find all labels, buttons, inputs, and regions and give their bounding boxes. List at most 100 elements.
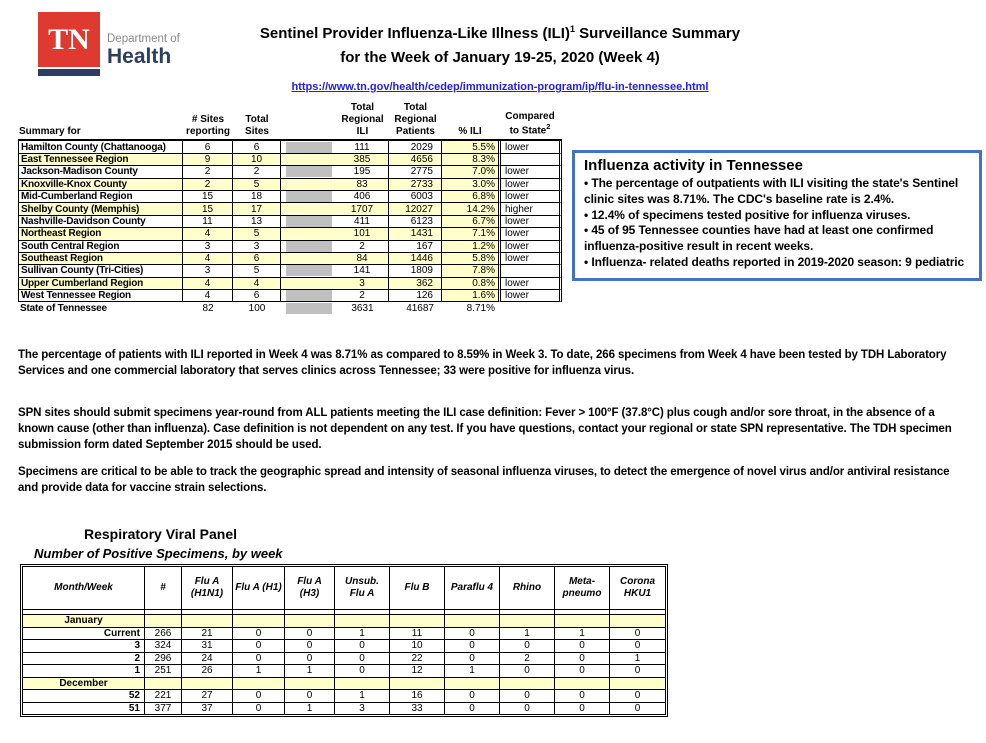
rvp-value-cell: 0 xyxy=(445,690,500,703)
rvp-value-cell: 0 xyxy=(500,690,555,703)
week-label-cell: 51 xyxy=(23,702,145,714)
rvp-row: December xyxy=(23,677,665,690)
total-sites-cell: 6 xyxy=(233,252,281,266)
redacted-cell xyxy=(281,178,336,191)
regional-patients-cell: 1431 xyxy=(389,228,442,241)
pct-ili-cell: 5.8% xyxy=(442,252,498,266)
rvp-value-cell: 22 xyxy=(390,652,445,665)
rvp-column-header: # xyxy=(145,567,182,610)
rvp-column-header: Flu B xyxy=(390,567,445,610)
rvp-spacer-row xyxy=(23,610,665,615)
regional-patients-cell: 41687 xyxy=(389,302,442,314)
regional-patients-cell: 2029 xyxy=(389,141,442,154)
rvp-value-cell: 11 xyxy=(390,627,445,640)
month-empty-cell xyxy=(610,615,665,628)
redacted-cell xyxy=(281,153,336,167)
rvp-value-cell: 296 xyxy=(145,652,182,665)
rvp-value-cell: 1 xyxy=(335,627,390,640)
rvp-value-cell: 0 xyxy=(233,702,285,714)
redacted-cell xyxy=(281,265,336,278)
pct-ili-cell: 7.0% xyxy=(442,166,498,179)
compared-to-state-cell: lower xyxy=(498,178,562,191)
sites-reporting-cell: 4 xyxy=(183,228,233,241)
ili-summary-table: Summary for # Sites reporting Total Site… xyxy=(18,102,562,314)
tn-logo-navy-bar xyxy=(38,69,100,76)
month-empty-cell xyxy=(610,677,665,690)
compared-to-state-cell: lower xyxy=(498,215,562,229)
rvp-value-cell: 0 xyxy=(500,702,555,714)
rvp-value-cell: 0 xyxy=(285,627,335,640)
month-empty-cell xyxy=(500,677,555,690)
logo-text: Department of Health xyxy=(107,12,180,76)
region-cell: West Tennessee Region xyxy=(18,290,183,303)
activity-box: Influenza activity in Tennessee The perc… xyxy=(572,150,982,281)
total-sites-cell: 5 xyxy=(233,228,281,241)
rvp-spacer-cell xyxy=(390,610,445,615)
rvp-subtitle: Number of Positive Specimens, by week xyxy=(34,546,283,561)
ili-table-row: Hamilton County (Chattanooga) 6 6 111 2029 5.… xyxy=(18,141,562,154)
redacted-cell xyxy=(281,290,336,303)
compared-to-state-cell: lower xyxy=(498,190,562,204)
compared-to-state-cell: lower xyxy=(498,252,562,266)
ili-table-row: Southeast Region 4 6 84 1446 5.8% lower xyxy=(18,252,562,266)
month-empty-cell xyxy=(390,677,445,690)
rvp-value-cell: 0 xyxy=(233,652,285,665)
total-sites-cell: 13 xyxy=(233,215,281,229)
sites-reporting-cell: 2 xyxy=(183,178,233,191)
redacted-box xyxy=(285,302,332,314)
compared-to-state-cell: lower xyxy=(498,240,562,253)
week-label-cell: 2 xyxy=(23,652,145,665)
header-total-sites: Total Sites xyxy=(233,102,281,142)
rvp-spacer-cell xyxy=(610,610,665,615)
sites-reporting-cell: 4 xyxy=(183,290,233,303)
ili-table-row: Jackson-Madison County 2 2 195 2775 7.0% lower xyxy=(18,166,562,179)
sites-reporting-cell: 15 xyxy=(183,190,233,204)
regional-ili-cell: 2 xyxy=(336,290,389,303)
region-cell: Jackson-Madison County xyxy=(18,166,183,179)
rvp-value-cell: 21 xyxy=(182,627,233,640)
header-redacted-column xyxy=(281,102,336,142)
rvp-value-cell: 0 xyxy=(233,640,285,653)
rvp-value-cell: 1 xyxy=(445,665,500,678)
region-cell: Nashville-Davidson County xyxy=(18,215,183,229)
regional-ili-cell: 3 xyxy=(336,277,389,291)
region-cell: State of Tennessee xyxy=(18,302,183,314)
regional-patients-cell: 1446 xyxy=(389,252,442,266)
paragraph-week-comparison: The percentage of patients with ILI repo… xyxy=(18,349,947,378)
regional-ili-cell: 195 xyxy=(336,166,389,179)
regional-ili-cell: 141 xyxy=(336,265,389,278)
ili-table-row: State of Tennessee 82 100 3631 41687 8.71% xyxy=(18,302,562,314)
rvp-value-cell: 0 xyxy=(610,640,665,653)
compared-to-state-cell: higher xyxy=(498,203,562,216)
title-block: Sentinel Provider Influenza-Like Illness… xyxy=(170,24,830,95)
ili-table-row: Shelby County (Memphis) 15 17 1707 12027 14.2… xyxy=(18,203,562,216)
rvp-value-cell: 0 xyxy=(335,640,390,653)
tn-logo-letters: TN xyxy=(48,22,90,56)
report-url-link[interactable]: https://www.tn.gov/health/cedep/immuniza… xyxy=(291,81,709,93)
rvp-column-header: Month/Week xyxy=(23,567,145,610)
rvp-value-cell: 0 xyxy=(555,652,610,665)
redacted-cell xyxy=(281,215,336,229)
month-empty-cell xyxy=(182,615,233,628)
month-empty-cell xyxy=(445,677,500,690)
sites-reporting-cell: 15 xyxy=(183,203,233,216)
rvp-value-cell: 324 xyxy=(145,640,182,653)
rvp-value-cell: 251 xyxy=(145,665,182,678)
paragraph-spn-guidance: SPN sites should submit specimens year-r… xyxy=(18,407,952,452)
redacted-box xyxy=(285,191,332,203)
rvp-value-cell: 0 xyxy=(285,652,335,665)
page-title: Sentinel Provider Influenza-Like Illness… xyxy=(170,24,830,42)
rvp-spacer-cell xyxy=(335,610,390,615)
header-summary-for: Summary for xyxy=(18,102,183,142)
regional-ili-cell: 84 xyxy=(336,252,389,266)
rvp-spacer-cell xyxy=(233,610,285,615)
redacted-box xyxy=(285,215,332,227)
rvp-spacer-cell xyxy=(285,610,335,615)
rvp-value-cell: 0 xyxy=(445,627,500,640)
rvp-row: 51 377 37 0 1 3 33 0 0 0 0 xyxy=(23,702,665,714)
region-cell: Upper Cumberland Region xyxy=(18,277,183,291)
redacted-box xyxy=(285,290,332,302)
regional-patients-cell: 362 xyxy=(389,277,442,291)
title-footnote-sup: 1 xyxy=(569,24,575,34)
ili-table-row: Sullivan County (Tri-Cities) 3 5 141 1809 7.8… xyxy=(18,265,562,278)
